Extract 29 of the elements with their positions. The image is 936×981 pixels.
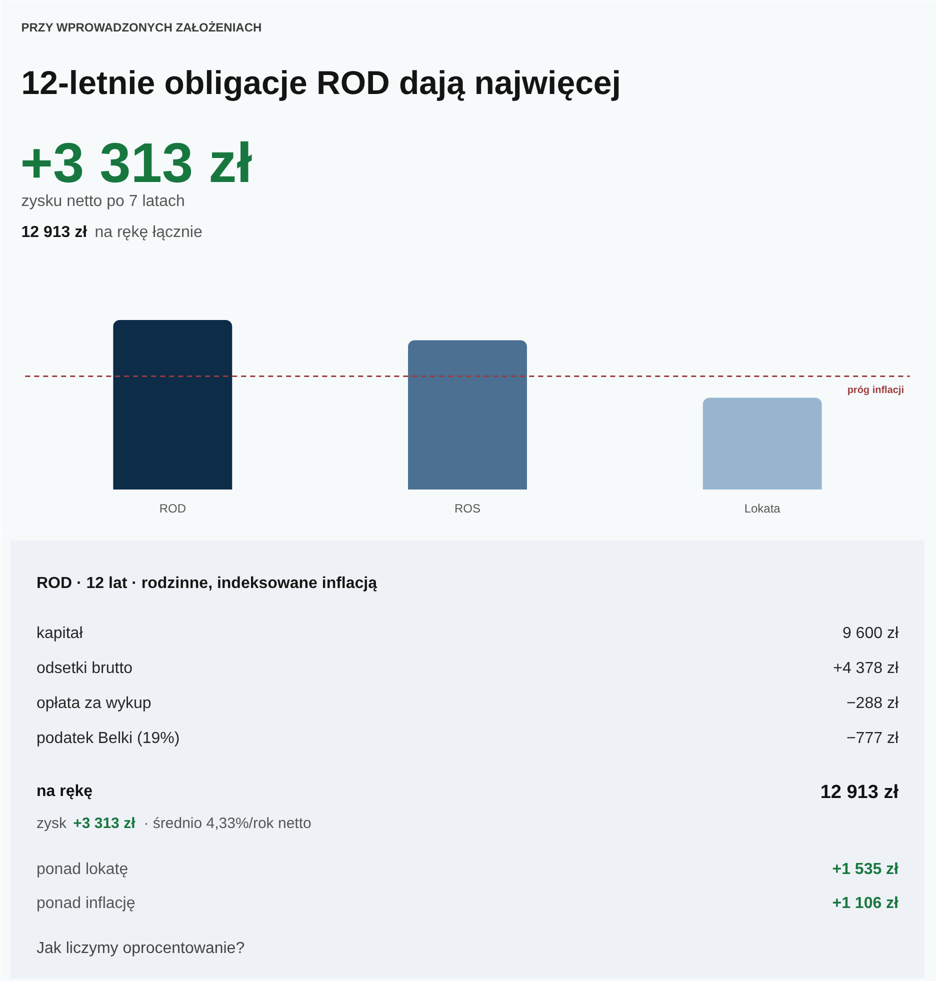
text: podatek Belki (19%) xyxy=(36,730,180,747)
text: odsetki brutto xyxy=(36,660,133,677)
text: zysku netto po 7 latach xyxy=(21,193,185,210)
text: · średnio 4,33%/rok netto xyxy=(144,815,312,832)
text: ROD · 12 lat · rodzinne, indeksowane inflacją xyxy=(36,575,378,592)
text: 9 600 zł xyxy=(842,625,899,642)
text: 12 913 zł xyxy=(21,224,88,241)
text: Jak liczymy oprocentowanie? xyxy=(36,940,245,957)
chart-title: 12-letnie obligacje ROD dają najwięcej xyxy=(21,64,621,101)
text: −288 zł xyxy=(846,695,899,712)
text: −777 zł xyxy=(846,730,899,747)
text: ponad inflację xyxy=(36,895,136,912)
chart-subtitle: PRZY WPROWADZONYCH ZAŁOŻENIACH xyxy=(21,20,262,34)
ref-line-label: próg inflacji xyxy=(847,384,904,396)
text: +1 106 zł xyxy=(832,895,900,912)
text: +3 313 zł xyxy=(73,815,136,832)
text: opłata za wykup xyxy=(36,695,152,712)
x-tick-label: ROD xyxy=(159,502,186,516)
text: ponad lokatę xyxy=(36,861,128,878)
x-tick-label: Lokata xyxy=(744,502,781,516)
x-tick-label: ROS xyxy=(454,502,481,516)
text: na rękę xyxy=(36,783,93,800)
text: +1 535 zł xyxy=(832,861,900,878)
text: 12 913 zł xyxy=(820,782,900,803)
text: zysk xyxy=(36,815,67,832)
text: na rękę łącznie xyxy=(94,224,202,241)
text: kapitał xyxy=(36,625,84,642)
text: +4 378 zł xyxy=(833,660,899,677)
text: +3 313 zł xyxy=(20,131,253,194)
